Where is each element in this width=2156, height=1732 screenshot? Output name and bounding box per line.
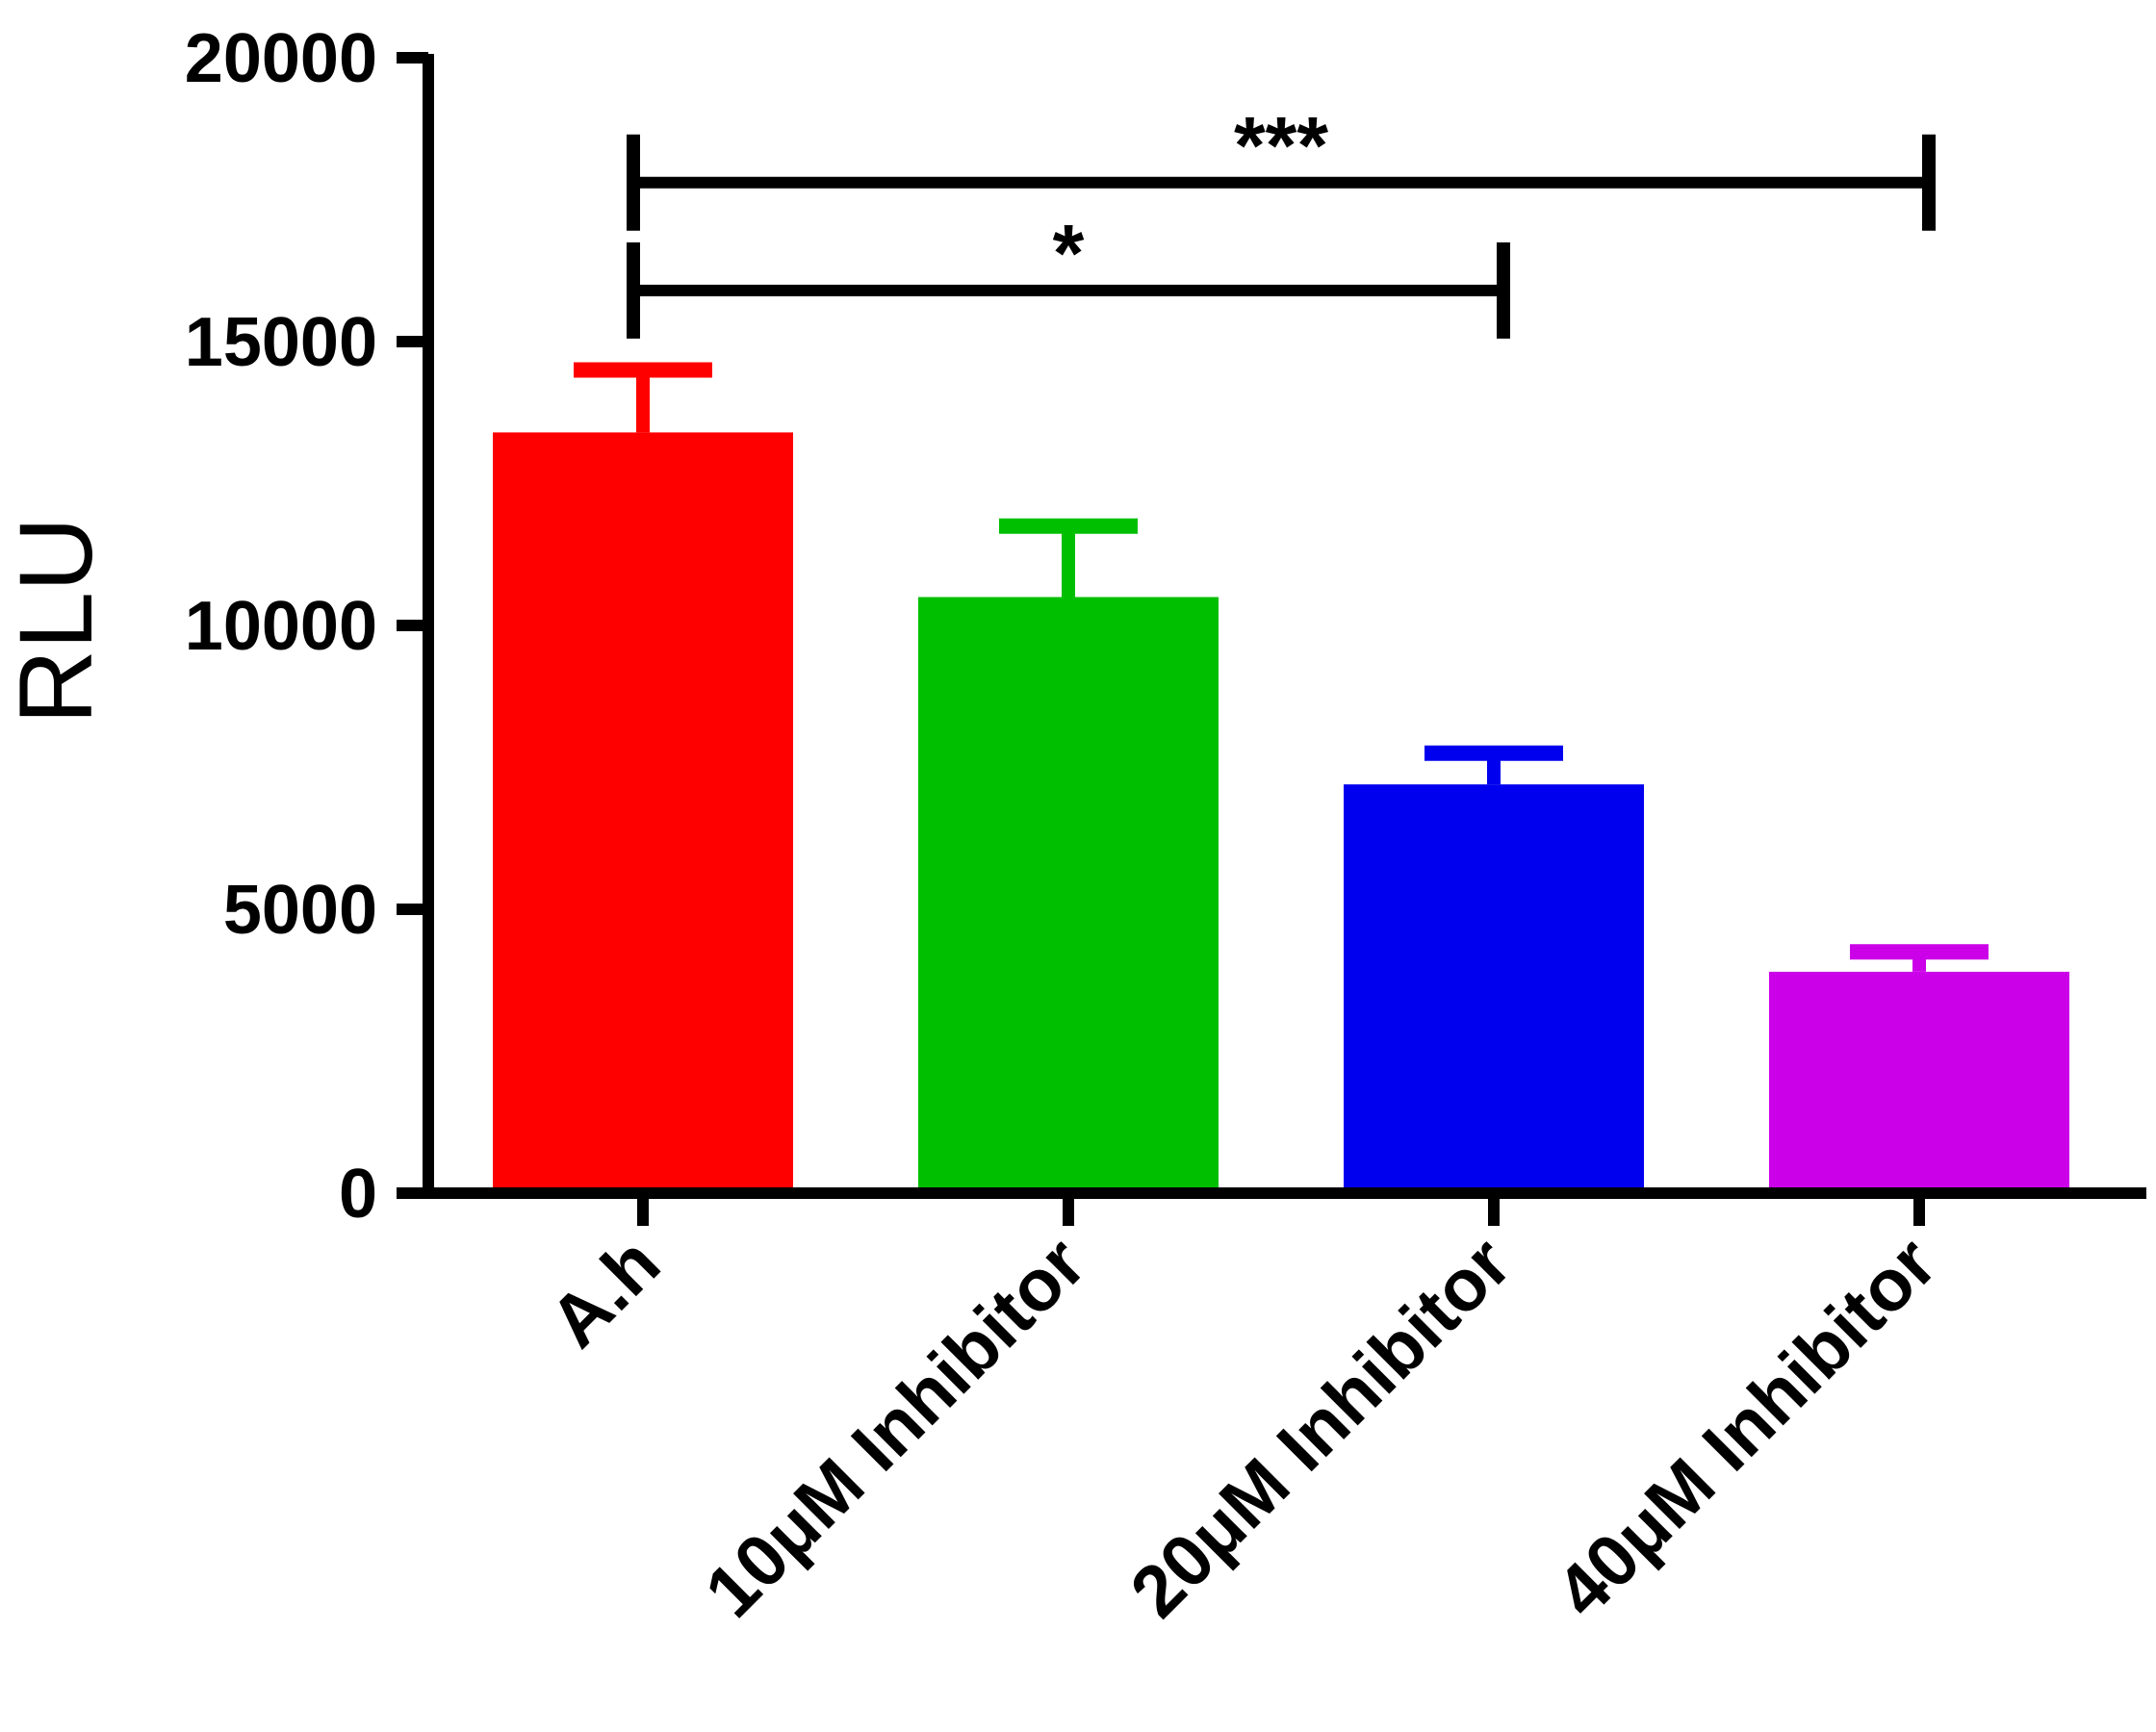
- y-tick-layer: 0 5000 10000 15000 20000: [185, 20, 428, 1233]
- x-tick-layer: A.h 10μM Inhibitor 20μM Inhibitor 40μM Inhi…: [534, 1193, 1952, 1633]
- y-tick-label-2: 10000: [185, 588, 377, 665]
- x-tick-label-0: A.h: [534, 1222, 676, 1363]
- bar-2: [1344, 784, 1644, 1193]
- bar-3: [1769, 971, 2069, 1193]
- x-tick-label-3: 40μM Inhibitor: [1541, 1222, 1952, 1633]
- sig-label-1: *: [1053, 208, 1085, 298]
- x-tick-label-1: 10μM Inhibitor: [690, 1222, 1101, 1633]
- y-tick-label-0: 0: [339, 1156, 377, 1233]
- error-bars-layer: [574, 362, 1989, 972]
- y-tick-label-4: 20000: [185, 20, 377, 97]
- y-axis-title: RLU: [0, 517, 114, 725]
- significance-layer: ****: [627, 100, 1936, 339]
- bar-1: [918, 597, 1219, 1193]
- bars-layer: [493, 432, 2069, 1193]
- sig-label-0: ***: [1234, 100, 1328, 191]
- y-tick-label-1: 5000: [223, 872, 377, 949]
- x-tick-label-2: 20μM Inhibitor: [1116, 1222, 1527, 1633]
- bar-0: [493, 432, 793, 1193]
- y-tick-label-3: 15000: [185, 304, 377, 381]
